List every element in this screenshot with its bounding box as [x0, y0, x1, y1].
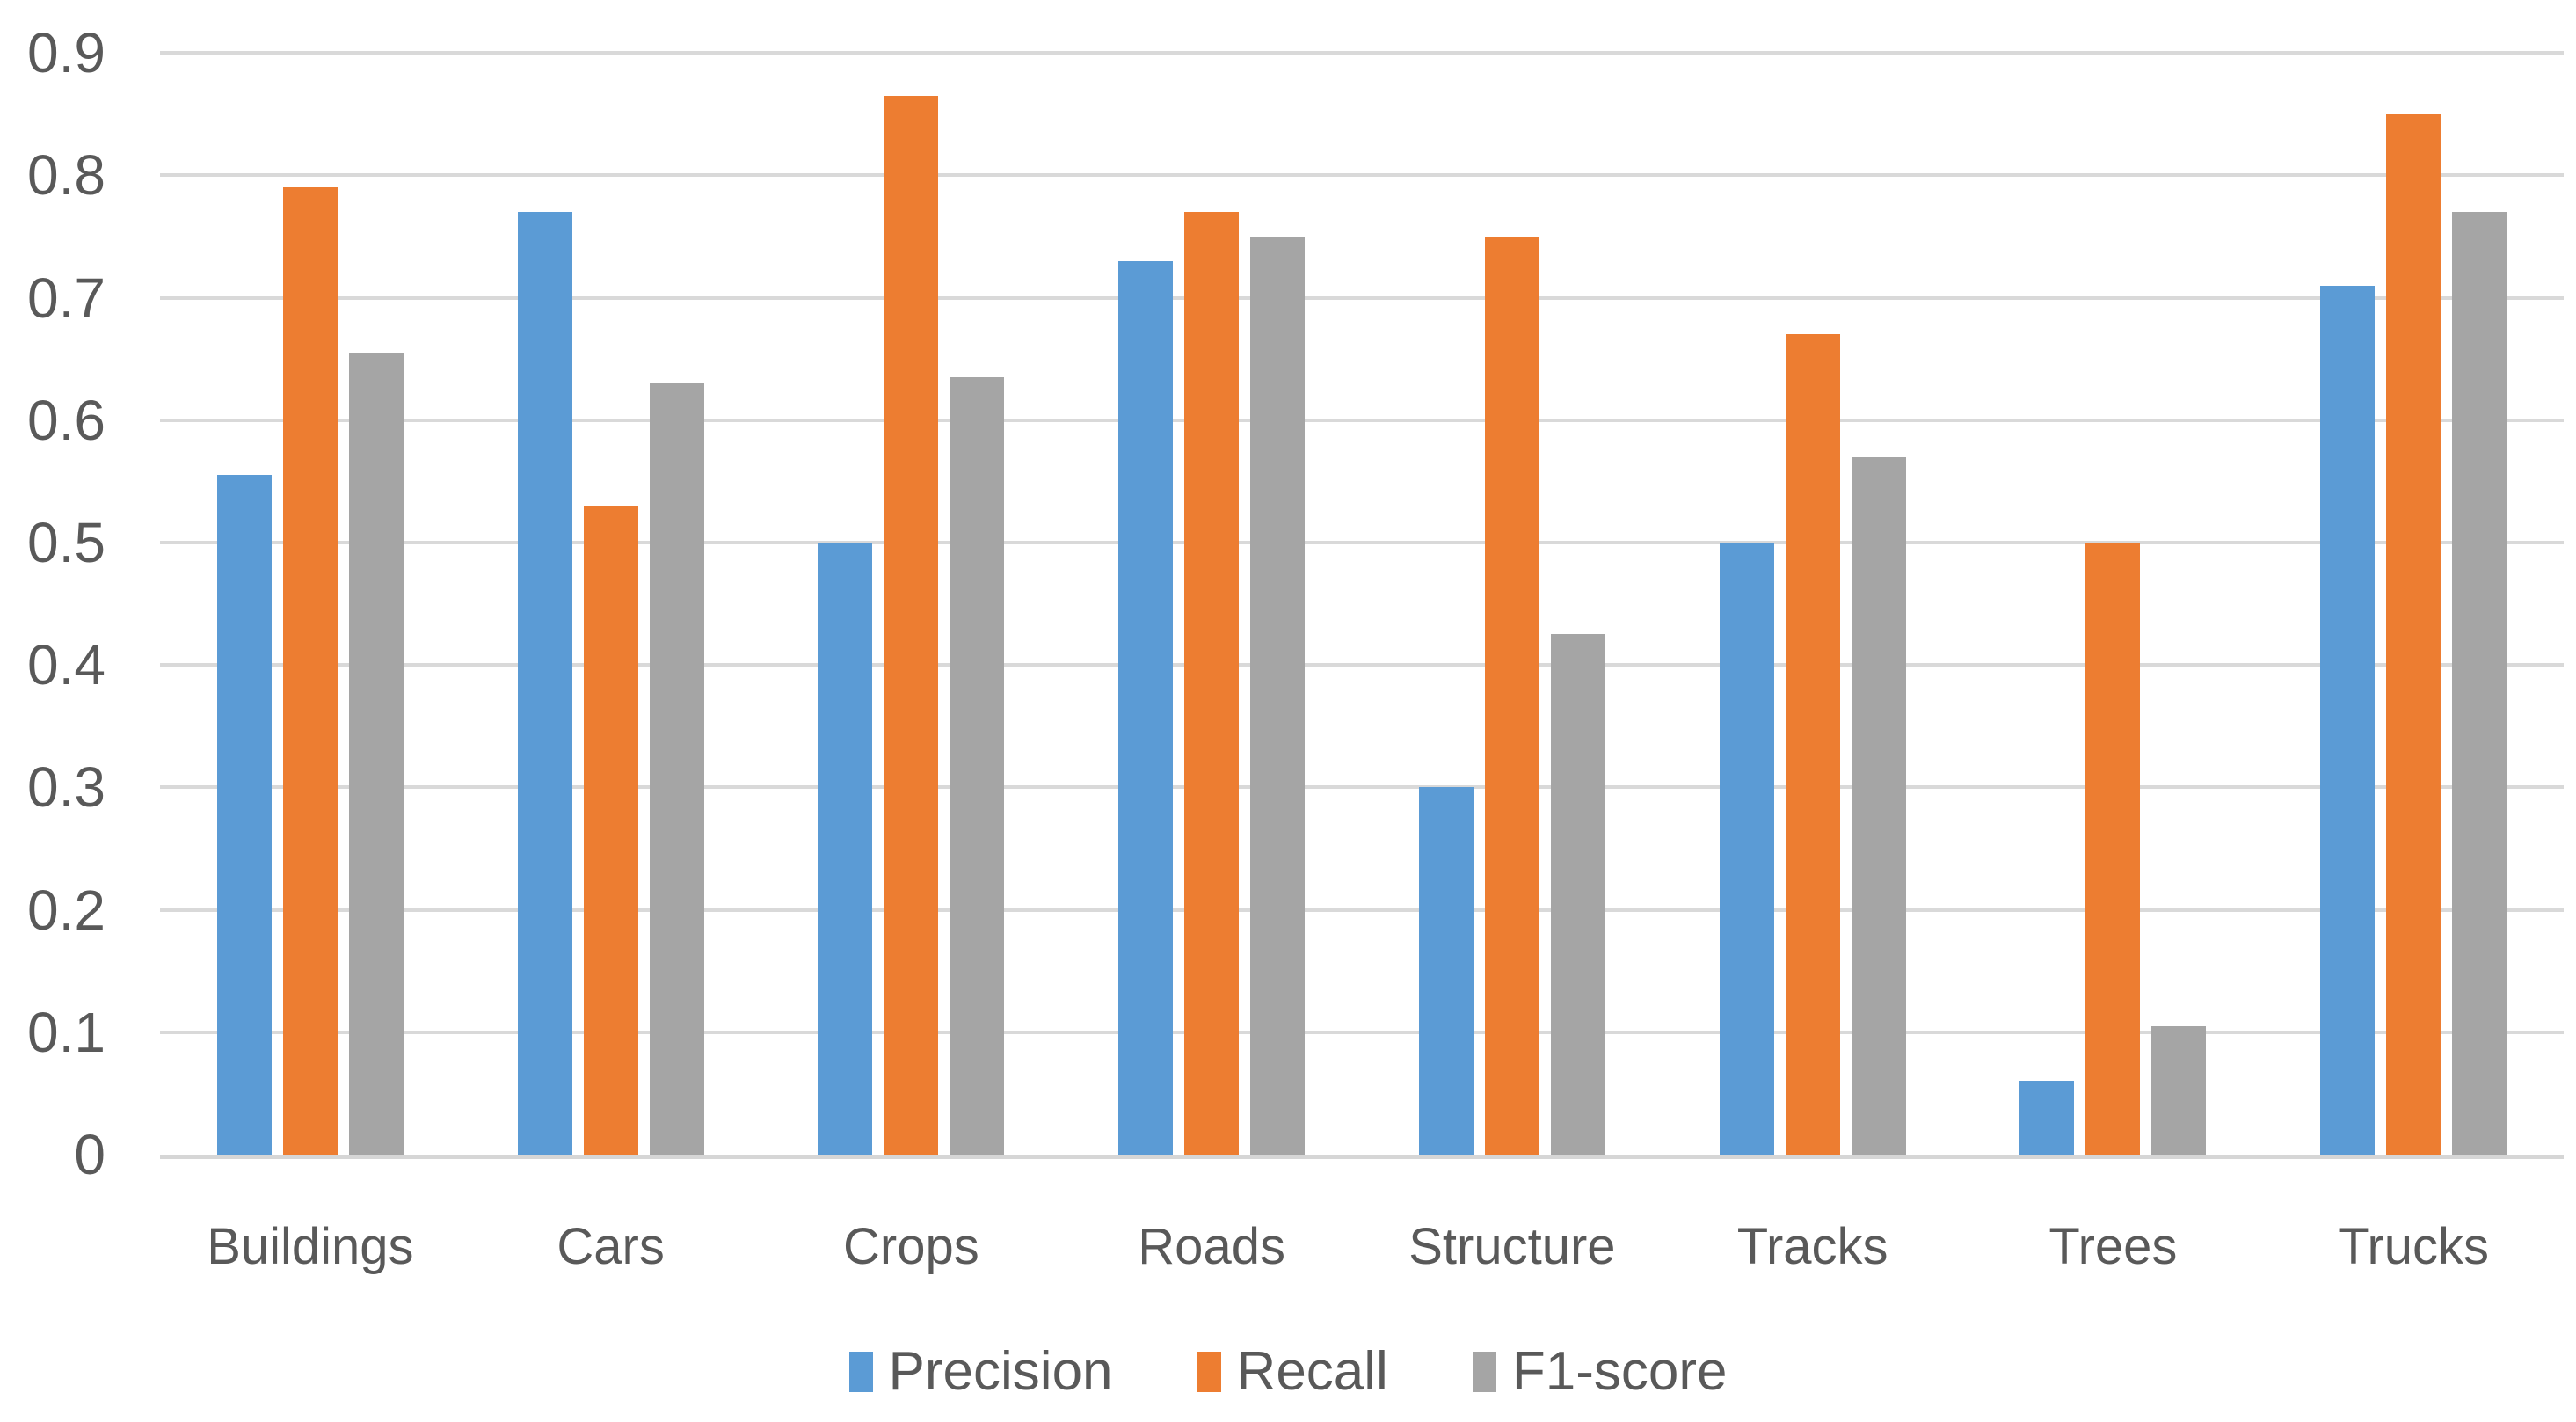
y-axis-tick-label: 0	[74, 1123, 106, 1186]
recall-bar-cars	[584, 506, 638, 1155]
y-axis-tick-label: 0.6	[27, 388, 106, 452]
gridline-0.6	[160, 418, 2564, 422]
recall-bar-buildings	[283, 187, 338, 1155]
recall-bar-crops	[884, 96, 938, 1155]
recall-bar-roads	[1184, 212, 1239, 1155]
f1-score-bar-buildings	[349, 353, 404, 1155]
x-axis-line	[160, 1155, 2564, 1159]
precision-bar-roads	[1118, 261, 1173, 1155]
precision-bar-structure	[1419, 787, 1474, 1155]
recall-bar-structure	[1485, 237, 1539, 1155]
legend-item-recall: Recall	[1197, 1344, 1388, 1400]
y-axis-tick-label: 0.2	[27, 878, 106, 942]
y-axis-tick-label: 0.9	[27, 21, 106, 85]
gridline-0.2	[160, 908, 2564, 912]
legend-item-precision: Precision	[848, 1341, 1113, 1402]
x-axis-category-label: Structure	[1408, 1218, 1616, 1275]
x-axis-category-label: Tracks	[1736, 1218, 1888, 1275]
gridline-0.1	[160, 1030, 2564, 1034]
f1-score-bar-structure	[1551, 634, 1605, 1155]
f1-score-bar-roads	[1250, 237, 1305, 1155]
recall-bar-trucks	[2386, 114, 2441, 1155]
f1-score-bar-trucks	[2452, 212, 2507, 1155]
y-axis-tick-label: 0.8	[27, 143, 106, 208]
x-axis-category-label: Trees	[2048, 1218, 2178, 1275]
f1-score-bar-cars	[650, 383, 704, 1155]
precision-bar-trees	[2019, 1081, 2074, 1155]
gridline-0.4	[160, 663, 2564, 667]
x-axis-category-label: Cars	[557, 1218, 665, 1275]
precision-bar-crops	[818, 543, 872, 1155]
x-axis-category-label: Crops	[843, 1218, 979, 1275]
gridline-0.5	[160, 541, 2564, 544]
legend-label: Precision	[888, 1341, 1113, 1402]
recall-bar-tracks	[1786, 334, 1840, 1155]
f1-score-bar-tracks	[1852, 457, 1906, 1155]
f1-score-bar-crops	[950, 377, 1004, 1155]
x-axis-category-label: Trucks	[2338, 1218, 2490, 1275]
legend-label: F1-score	[1511, 1341, 1728, 1402]
y-axis-tick-label: 0.4	[27, 633, 106, 697]
precision-bar-buildings	[217, 475, 272, 1155]
legend-swatch-icon	[1472, 1352, 1496, 1392]
y-axis-tick-label: 0.3	[27, 755, 106, 820]
gridline-0.7	[160, 295, 2564, 300]
legend-swatch-icon	[1197, 1352, 1221, 1392]
gridline-0.8	[160, 173, 2564, 178]
f1-score-bar-trees	[2151, 1026, 2206, 1155]
legend-label: Recall	[1236, 1341, 1388, 1402]
x-axis-category-label: Buildings	[207, 1218, 414, 1275]
y-axis-tick-label: 0.5	[27, 511, 106, 574]
gridline-0.9	[160, 51, 2564, 55]
precision-bar-tracks	[1720, 543, 1774, 1155]
recall-bar-trees	[2085, 543, 2140, 1155]
gridline-0.3	[160, 785, 2564, 790]
y-axis-tick-label: 0.1	[27, 1000, 106, 1064]
x-axis-category-label: Roads	[1138, 1218, 1285, 1275]
precision-bar-cars	[518, 212, 572, 1155]
legend: Precision Recall F1-score	[0, 1344, 2576, 1400]
precision-bar-trucks	[2320, 286, 2375, 1155]
y-axis-tick-label: 0.7	[27, 266, 106, 330]
legend-item-f1-score: F1-score	[1472, 1341, 1728, 1402]
legend-swatch-icon	[848, 1352, 873, 1392]
